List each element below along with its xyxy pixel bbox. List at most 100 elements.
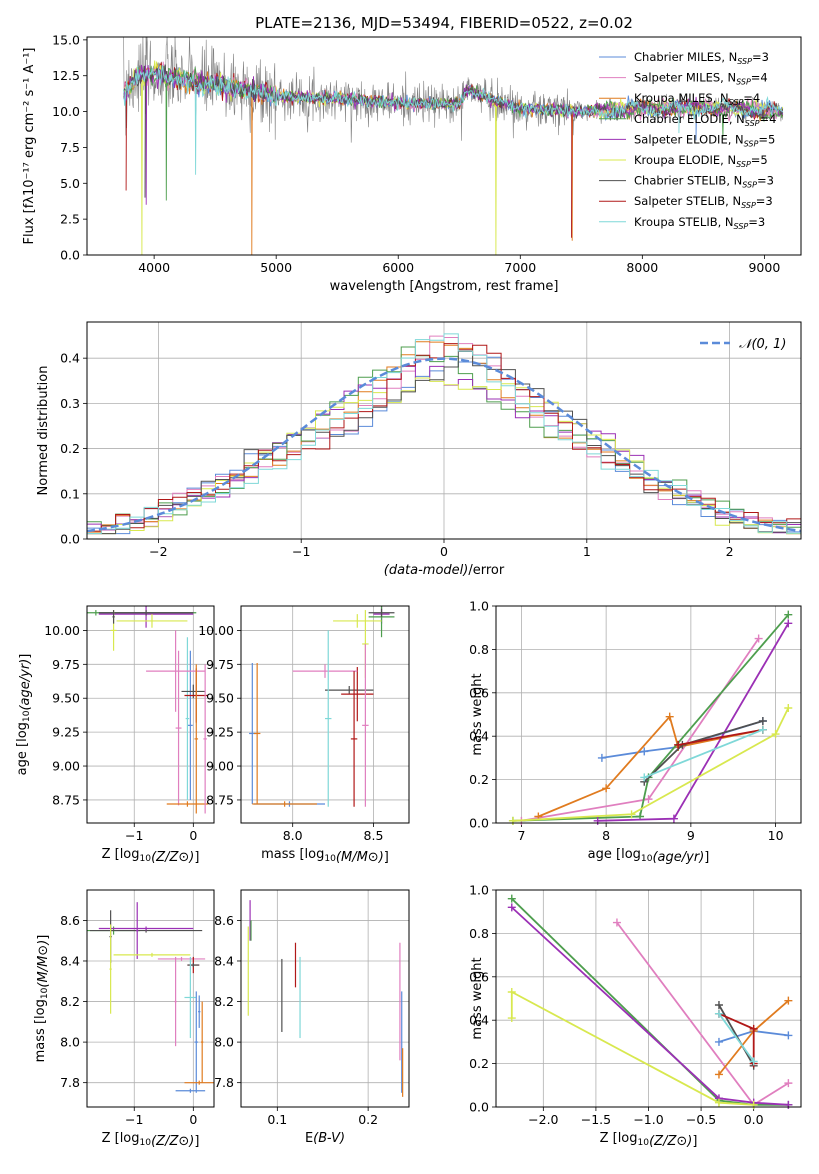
mass-weight-point-kroupa_elodie [771, 730, 780, 739]
mass-weight-point-kroupa_stelib [714, 1009, 723, 1018]
mass-weight-point-kroupa_elodie [627, 810, 636, 819]
y-axis-label: age [log10(age/yr)] [15, 654, 33, 776]
y-tick-label: 0.2 [469, 1056, 489, 1071]
mass-weight-line-salpeter_stelib [678, 728, 764, 746]
y-tick-label: 9.25 [206, 725, 234, 740]
mass-vs-metallicity-panel: −1 0 7.8 8.0 8.2 8.4 8.6 Z [log10(Z/Z⊙)] mass [l… [33, 889, 215, 1149]
x-tick-label: 1 [583, 544, 591, 559]
y-tick-label: 8.2 [60, 994, 80, 1009]
x-tick-label: 0.1 [267, 1112, 287, 1127]
x-tick-label: 0 [440, 544, 448, 559]
model-spectrum-kroupa_stelib [123, 64, 784, 175]
y-tick-label: 0.8 [469, 926, 489, 941]
y-tick-label: 10.00 [44, 623, 80, 638]
chart-title: PLATE=2136, MJD=53494, FIBERID=0522, z=0… [255, 14, 633, 32]
y-tick-label: 0.1 [60, 486, 80, 501]
y-tick-label: 0.4 [469, 729, 489, 744]
mass-weight-point-kroupa_miles [784, 996, 793, 1005]
y-tick-label: 0.0 [60, 532, 80, 547]
legend-label-chabrier_elodie: Chabrier ELODIE, NSSP=4 [634, 112, 776, 128]
y-tick-label: 8.6 [214, 913, 234, 928]
y-tick-label: 2.5 [60, 212, 80, 227]
x-tick-label: −1 [292, 544, 310, 559]
plot-frame [495, 889, 802, 1108]
plot-frame [86, 36, 802, 256]
mass-weight-point-salpeter_stelib [674, 740, 683, 749]
plot-frame [495, 605, 802, 824]
x-tick-label: 5000 [260, 260, 292, 275]
x-tick-label: 6000 [382, 260, 414, 275]
normal-distribution-curve [86, 357, 802, 533]
legend-label-kroupa_miles: Kroupa MILES, NSSP=4 [634, 91, 760, 107]
y-tick-label: 12.5 [52, 68, 80, 83]
x-tick-label: 8 [602, 828, 610, 843]
x-tick-label: 2 [726, 544, 734, 559]
mass-weight-point-chabrier_elodie [784, 610, 793, 619]
plot-frame [86, 889, 215, 1108]
y-tick-label: 1.0 [469, 599, 489, 614]
mass-weight-point-chabrier_miles [640, 747, 649, 756]
x-tick-label: 8.5 [364, 828, 384, 843]
y-tick-label: 0.3 [60, 396, 80, 411]
legend-label-salpeter_miles: Salpeter MILES, NSSP=4 [634, 71, 768, 87]
mass-weight-point-chabrier_miles [784, 1031, 793, 1040]
y-tick-label: 8.6 [60, 913, 80, 928]
x-tick-label: 0.0 [744, 1112, 764, 1127]
y-tick-label: 0.0 [60, 248, 80, 263]
y-tick-label: 9.75 [206, 657, 234, 672]
y-tick-label: 15.0 [52, 32, 80, 47]
y-tick-label: 9.50 [206, 691, 234, 706]
age-vs-mass-panel: 8.0 8.5 8.75 9.00 9.25 9.50 9.75 10.00 mass [log… [198, 605, 410, 865]
y-tick-label: 9.25 [52, 725, 80, 740]
spectrum-panel: 4000 5000 6000 7000 8000 9000 0.0 2.5 5.0 7.5 10.0… [22, 14, 802, 294]
y-tick-label: 0.0 [469, 816, 489, 831]
y-tick-label: 8.2 [214, 994, 234, 1009]
plot-frame [86, 605, 215, 824]
x-tick-label: −1.5 [581, 1112, 611, 1127]
mass-weight-line-salpeter_elodie [511, 906, 789, 1106]
mass-weight-point-salpeter_miles [612, 918, 621, 927]
x-tick-label: 4000 [138, 260, 170, 275]
mass-weight-point-chabrier_miles [714, 1037, 723, 1046]
y-tick-label: 0.0 [469, 1100, 489, 1115]
y-tick-label: 7.8 [60, 1075, 80, 1090]
y-tick-label: 9.75 [52, 657, 80, 672]
x-tick-label: 10 [768, 828, 784, 843]
mass-weight-point-chabrier_miles [597, 753, 606, 762]
y-tick-label: 7.8 [214, 1075, 234, 1090]
mass-weight-point-chabrier_stelib [758, 717, 767, 726]
mass-weight-point-kroupa_elodie [714, 1098, 723, 1107]
plot-frame [240, 889, 410, 1108]
x-tick-label: 0 [189, 828, 197, 843]
y-axis-label: mass weight [470, 957, 485, 1039]
mass-weight-line-chabrier_elodie [512, 614, 789, 822]
mass-weight-vs-metallicity-panel: −2.0 −1.5 −1.0 −0.5 0.0 0.0 0.2 0.4 0.6 0.8 1.0 Z [… [469, 883, 802, 1149]
x-axis-label: (data-model)/error [384, 563, 505, 578]
mass-weight-point-salpeter_miles [754, 634, 763, 643]
x-axis-label: mass [log10(M/M⊙)] [261, 847, 389, 865]
mass-weight-vs-age-panel: 7 8 9 10 0.0 0.2 0.4 0.6 0.8 1.0 age [log10(age/yr… [469, 599, 802, 865]
y-axis-label: Flux [fλ10⁻¹⁷ erg cm⁻² s⁻¹ A⁻¹] [22, 48, 37, 245]
x-tick-label: −1 [125, 1112, 143, 1127]
mass-weight-point-kroupa_miles [665, 712, 674, 721]
x-tick-label: −1 [125, 828, 143, 843]
y-tick-label: 8.75 [206, 792, 234, 807]
x-axis-label: Z [log10(Z/Z⊙)] [102, 847, 200, 865]
x-tick-label: −2.0 [528, 1112, 558, 1127]
legend-label-kroupa_stelib: Kroupa STELIB, NSSP=3 [634, 215, 765, 231]
mass-weight-point-salpeter_miles [644, 795, 653, 804]
y-tick-label: 8.0 [214, 1035, 234, 1050]
legend-label-normal: 𝒩(0, 1) [739, 337, 786, 352]
mass-weight-point-kroupa_stelib [749, 1057, 758, 1066]
x-tick-label: 9 [687, 828, 695, 843]
x-tick-label: 7 [517, 828, 525, 843]
mass-weight-point-kroupa_miles [714, 1070, 723, 1079]
y-tick-label: 0.6 [469, 685, 489, 700]
y-axis-label: Normed distribution [36, 366, 51, 496]
y-tick-label: 8.4 [60, 953, 80, 968]
mass-weight-point-chabrier_elodie [507, 894, 516, 903]
mass-weight-point-salpeter_elodie [784, 619, 793, 628]
legend-label-chabrier_stelib: Chabrier STELIB, NSSP=3 [634, 174, 774, 190]
y-tick-label: 1.0 [469, 883, 489, 898]
